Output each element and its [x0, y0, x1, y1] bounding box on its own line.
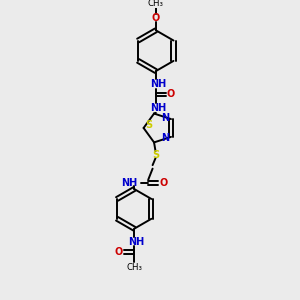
Text: N: N — [161, 133, 169, 143]
Text: NH: NH — [150, 103, 166, 113]
Text: S: S — [152, 150, 159, 160]
Text: O: O — [159, 178, 167, 188]
Text: N: N — [161, 112, 169, 123]
Text: O: O — [167, 89, 175, 99]
Text: NH: NH — [121, 178, 137, 188]
Text: O: O — [115, 247, 123, 257]
Text: NH: NH — [128, 236, 144, 247]
Text: CH₃: CH₃ — [148, 0, 164, 8]
Text: S: S — [145, 120, 152, 130]
Text: CH₃: CH₃ — [126, 263, 142, 272]
Text: O: O — [152, 13, 160, 23]
Text: NH: NH — [150, 79, 166, 89]
